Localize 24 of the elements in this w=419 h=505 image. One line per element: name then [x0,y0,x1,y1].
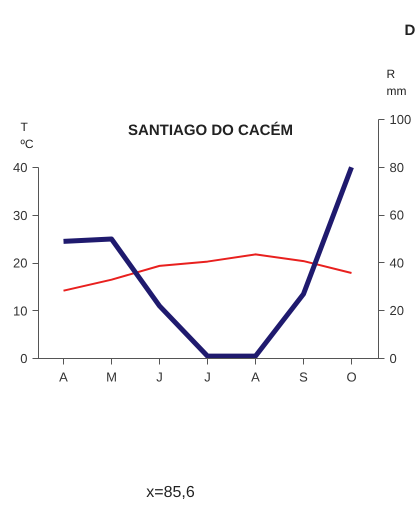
line-series [62,253,352,292]
y2-axis-title: R mm [386,67,406,98]
x-tick-label: A [251,370,260,384]
x-tick-label: M [106,370,117,384]
text: x=85,6 [146,484,195,501]
x-tick-label: S [299,370,308,384]
y-tick-label: 20 [13,256,28,270]
y2-tick-label: 40 [390,255,404,270]
y2-tick-label: 60 [390,208,404,223]
x-tick-label: A [59,370,68,384]
y-tick-label: 10 [13,303,28,318]
y2-tick-label: 20 [390,303,404,318]
x-tick-label: J [156,370,163,384]
y2-tick-label: 80 [390,160,404,175]
y-tick-label: 40 [13,160,28,175]
y-tick-label: 0 [20,351,28,366]
y2-tick-label: 100 [390,112,412,127]
y-tick-label: 30 [13,208,28,223]
y-axis-title: T ºC [20,120,34,151]
chart-title: SANTIAGO DO CACÉM [128,121,293,139]
x-tick-label: O [346,370,357,384]
text: D [404,22,416,39]
y2-tick-label: 0 [390,351,397,366]
x-tick-label: J [204,370,211,384]
